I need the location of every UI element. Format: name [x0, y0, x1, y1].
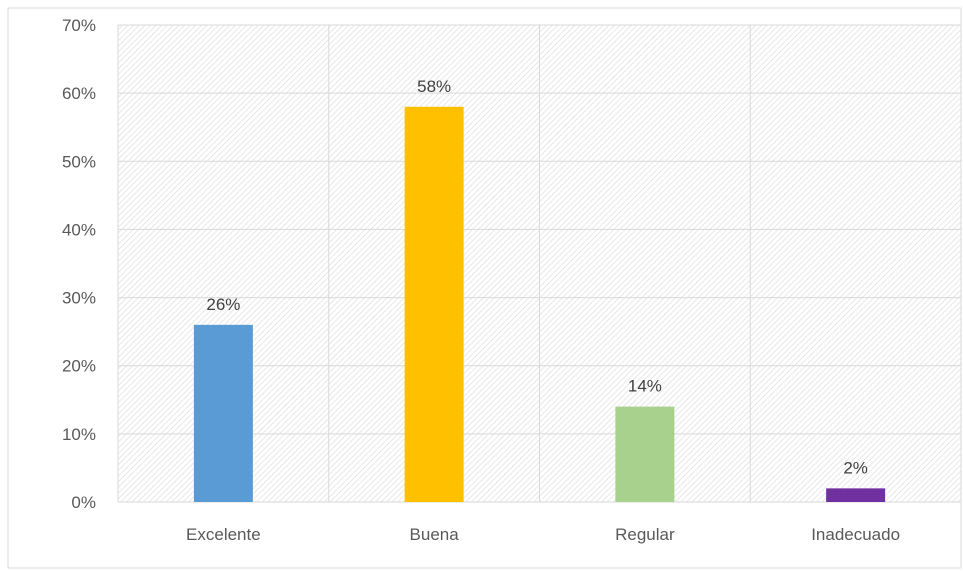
data-label: 2% — [843, 458, 868, 477]
y-tick-label: 20% — [62, 357, 96, 376]
y-tick-label: 70% — [62, 16, 96, 35]
data-label: 26% — [206, 295, 240, 314]
bar-inadecuado — [826, 488, 886, 502]
category-label: Regular — [615, 525, 675, 544]
y-tick-label: 0% — [71, 493, 96, 512]
y-tick-label: 10% — [62, 425, 96, 444]
y-tick-label: 60% — [62, 84, 96, 103]
category-label: Inadecuado — [811, 525, 900, 544]
category-label: Excelente — [186, 525, 261, 544]
data-label: 14% — [628, 377, 662, 396]
bar-regular — [615, 406, 675, 502]
labels: 0% 10% 20% 30% 40% 50% 60% 70% 26% Excelente 58% Bu… — [62, 16, 900, 544]
y-tick-label: 40% — [62, 220, 96, 239]
y-tick-label: 30% — [62, 289, 96, 308]
category-label: Buena — [410, 525, 460, 544]
gridlines — [117, 24, 962, 503]
bars — [193, 106, 886, 503]
bar-excelente — [193, 324, 253, 502]
bar-buena — [404, 106, 464, 503]
y-tick-label: 50% — [62, 152, 96, 171]
data-label: 58% — [417, 77, 451, 96]
